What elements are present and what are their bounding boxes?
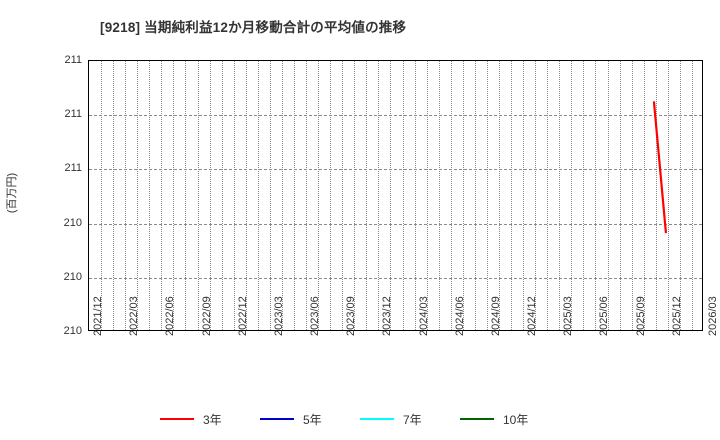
vertical-gridline [354, 61, 356, 330]
vertical-gridline [511, 61, 513, 330]
vertical-gridline [547, 61, 549, 330]
legend-label: 3年 [203, 412, 222, 427]
x-axis-tick-label: 2024/03 [417, 296, 430, 336]
vertical-gridline [281, 61, 283, 330]
vertical-gridline [113, 61, 115, 330]
plot-area [88, 60, 703, 331]
horizontal-gridline [89, 277, 702, 279]
vertical-gridline [667, 61, 669, 330]
y-axis-tick-label: 210 [63, 325, 82, 337]
vertical-gridline [101, 61, 103, 330]
vertical-gridline [125, 61, 127, 330]
x-axis-tick-label: 2022/03 [128, 296, 141, 336]
series-line-3年 [654, 101, 666, 233]
vertical-gridline [414, 61, 416, 330]
vertical-gridline [691, 61, 693, 330]
vertical-gridline [209, 61, 211, 330]
x-axis-tick-label: 2021/12 [92, 296, 104, 336]
x-axis-tick-label: 2025/09 [634, 296, 647, 336]
vertical-gridline [185, 61, 187, 330]
vertical-gridline [523, 61, 525, 330]
vertical-gridline [173, 61, 175, 330]
chart-title: [9218] 当期純利益12か月移動合計の平均値の推移 [100, 20, 407, 35]
vertical-gridline [643, 61, 645, 330]
x-axis-tick-label: 2022/06 [164, 296, 177, 336]
vertical-gridline [318, 61, 320, 330]
legend-item-3年[interactable]: 3年 [160, 411, 260, 428]
vertical-gridline [378, 61, 380, 330]
vertical-gridline [426, 61, 428, 330]
vertical-gridline [438, 61, 440, 330]
legend-color-swatch [160, 418, 194, 420]
vertical-gridline [655, 61, 657, 330]
horizontal-gridline [89, 169, 702, 171]
x-axis-tick-label: 2023/12 [381, 296, 394, 336]
x-axis-tick-label: 2022/12 [236, 296, 249, 336]
x-axis-tick-label: 2024/06 [453, 296, 466, 336]
vertical-gridline [535, 61, 537, 330]
y-axis-tick-label: 210 [63, 216, 82, 229]
y-axis-tick-label: 211 [64, 162, 82, 175]
legend-label: 10年 [503, 412, 529, 427]
legend-color-swatch [360, 418, 394, 420]
legend-item-7年[interactable]: 7年 [360, 411, 460, 428]
x-axis-tick-label: 2025/06 [598, 296, 611, 336]
x-axis-tick-label: 2024/12 [526, 296, 539, 336]
data-series-layer [89, 61, 702, 330]
x-axis-tick-label: 2023/03 [272, 296, 285, 336]
legend-label: 7年 [403, 412, 422, 427]
vertical-gridline [137, 61, 139, 330]
y-axis-tick-label: 211 [64, 108, 82, 121]
vertical-gridline [450, 61, 452, 330]
vertical-gridline [607, 61, 609, 330]
horizontal-gridline [89, 115, 702, 117]
vertical-gridline [583, 61, 585, 330]
x-axis-tick-label: 2025/12 [670, 296, 683, 336]
vertical-gridline [233, 61, 235, 330]
x-axis-tick-label: 2022/09 [200, 296, 213, 336]
vertical-gridline [366, 61, 368, 330]
legend-color-swatch [260, 418, 294, 420]
vertical-gridline [571, 61, 573, 330]
x-axis-tick-label: 2026/03 [707, 296, 719, 336]
chart-legend: 3年 5年 7年 10年 [0, 408, 720, 430]
vertical-gridline [221, 61, 223, 330]
vertical-gridline [631, 61, 633, 330]
vertical-gridline [499, 61, 500, 330]
vertical-gridline [486, 61, 488, 330]
x-axis-tick-label: 2025/03 [562, 296, 575, 336]
x-axis-tick-label: 2024/09 [489, 296, 502, 336]
legend-label: 5年 [303, 412, 322, 427]
y-axis-tick-labels: 211 211 211 210 210 210 [38, 0, 82, 440]
y-axis-tick-label: 210 [63, 270, 82, 283]
y-axis-tick-label: 211 [64, 54, 82, 66]
vertical-gridline [595, 61, 597, 330]
legend-item-10年[interactable]: 10年 [460, 411, 560, 428]
horizontal-gridline [89, 223, 702, 225]
vertical-gridline [161, 61, 163, 330]
vertical-gridline [559, 61, 561, 330]
vertical-gridline [679, 61, 681, 330]
vertical-gridline [197, 61, 199, 330]
x-axis-tick-label: 2023/09 [345, 296, 358, 336]
x-axis-tick-label: 2023/06 [309, 296, 322, 336]
legend-item-5年[interactable]: 5年 [260, 411, 360, 428]
vertical-gridline [257, 61, 259, 330]
vertical-gridline [474, 61, 476, 330]
vertical-gridline [306, 61, 308, 330]
vertical-gridline [294, 61, 295, 330]
vertical-gridline [619, 61, 621, 330]
vertical-gridline [342, 61, 344, 330]
legend-color-swatch [460, 418, 494, 420]
vertical-gridline [402, 61, 404, 330]
vertical-gridline [462, 61, 464, 330]
vertical-gridline [269, 61, 271, 330]
vertical-gridline [245, 61, 247, 330]
vertical-gridline [330, 61, 332, 330]
vertical-gridline [149, 61, 151, 330]
vertical-gridline [390, 61, 392, 330]
